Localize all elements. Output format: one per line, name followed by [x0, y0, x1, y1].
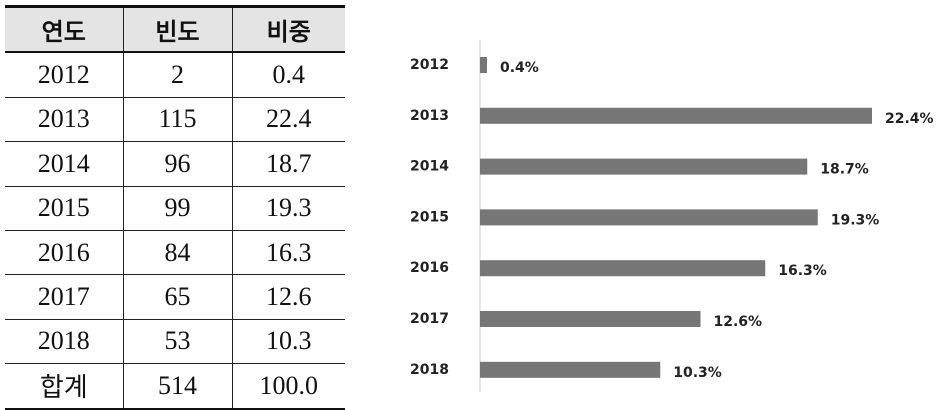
bar [480, 158, 808, 175]
bar [480, 311, 701, 327]
table-cell: 16.3 [231, 230, 345, 276]
table-row: 2015 99 19.3 [5, 186, 345, 231]
data-table: 연도 빈도 비중 2012 2 0.4 2013 115 22.4 2014 96 18.7 2015… [5, 5, 345, 410]
table-row: 2018 53 10.3 [5, 319, 345, 365]
bar [480, 361, 661, 378]
table-cell: 19.3 [231, 186, 345, 231]
table-cell: 514 [122, 363, 232, 410]
bar [480, 57, 487, 73]
header-cell: 빈도 [122, 5, 232, 54]
table-cell: 100.0 [231, 363, 345, 410]
table-cell: 2 [122, 52, 232, 98]
table-row: 2014 96 18.7 [5, 141, 345, 187]
table-cell: 0.4 [231, 52, 345, 98]
table-cell: 115 [122, 97, 232, 143]
table-cell: 10.3 [231, 319, 345, 365]
table-cell: 96 [122, 141, 232, 187]
table-row: 2012 2 0.4 [5, 52, 345, 98]
header-cell: 비중 [231, 5, 345, 54]
table-cell: 2012 [5, 52, 123, 98]
category-label: 2014 [410, 159, 449, 175]
value-label: 19.3% [831, 212, 880, 228]
table-cell: 22.4 [231, 97, 345, 143]
table-cell: 2017 [5, 274, 123, 320]
header-cell: 연도 [5, 5, 123, 54]
table-cell: 12.6 [231, 274, 345, 320]
bar [480, 107, 872, 124]
category-label: 2015 [410, 209, 449, 225]
table-cell: 2013 [5, 97, 123, 143]
table-row: 2013 115 22.4 [5, 97, 345, 143]
bar [480, 260, 766, 277]
table-cell: 99 [122, 186, 232, 231]
value-label: 0.4% [500, 60, 539, 76]
table-cell: 65 [122, 274, 232, 320]
category-label: 2018 [410, 362, 449, 378]
value-label: 12.6% [714, 314, 763, 330]
value-label: 10.3% [673, 365, 722, 381]
table-cell: 2016 [5, 230, 123, 276]
table-cell: 53 [122, 319, 232, 365]
header-row: 연도 빈도 비중 [5, 5, 345, 54]
value-label: 22.4% [885, 111, 934, 127]
value-label: 16.3% [778, 263, 827, 279]
table-row: 2016 84 16.3 [5, 230, 345, 276]
bar [480, 209, 818, 226]
table-cell: 합계 [5, 363, 123, 410]
table-cell: 2014 [5, 141, 123, 187]
value-label: 18.7% [820, 162, 869, 178]
table-cell: 84 [122, 230, 232, 276]
table-cell: 18.7 [231, 141, 345, 187]
table-cell: 2018 [5, 319, 123, 365]
category-label: 2013 [410, 108, 449, 124]
category-label: 2012 [410, 57, 449, 73]
table-row: 합계 514 100.0 [5, 363, 345, 410]
category-label: 2017 [410, 311, 449, 327]
table-cell: 2015 [5, 186, 123, 231]
table-row: 2017 65 12.6 [5, 274, 345, 320]
category-label: 2016 [410, 260, 449, 276]
